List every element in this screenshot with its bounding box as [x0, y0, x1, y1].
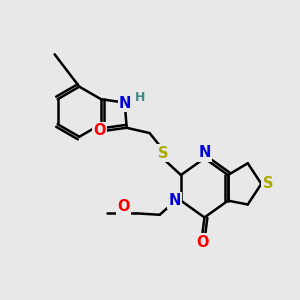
Text: O: O	[196, 235, 208, 250]
Text: H: H	[135, 91, 145, 103]
Text: S: S	[262, 176, 273, 191]
Text: N: N	[168, 193, 181, 208]
Text: N: N	[119, 96, 131, 111]
Text: N: N	[198, 146, 211, 160]
Text: O: O	[93, 123, 106, 138]
Text: O: O	[117, 199, 130, 214]
Text: S: S	[158, 146, 168, 160]
